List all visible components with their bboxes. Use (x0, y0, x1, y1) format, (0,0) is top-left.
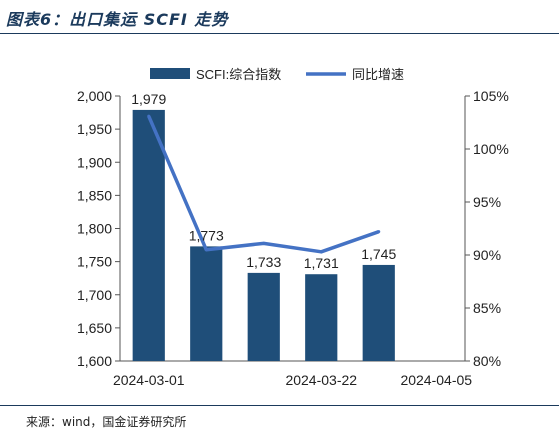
bar-value-label: 1,733 (246, 254, 281, 270)
right-tick-label: 95% (473, 194, 501, 210)
line-point-yoy (262, 241, 266, 245)
left-tick-label: 1,700 (77, 287, 112, 303)
bar-series (132, 109, 395, 361)
bar-value-label: 1,979 (131, 91, 166, 107)
x-tick-label: 2024-03-01 (113, 372, 185, 388)
left-tick-label: 1,950 (77, 121, 112, 137)
x-tick-label: 2024-03-22 (285, 372, 357, 388)
line-point-yoy (377, 230, 381, 234)
chart-axes: 1,600 1,650 1,700 1,750 1,800 1,850 1,900 1,950… (77, 88, 509, 388)
right-tick-label: 80% (473, 353, 501, 369)
line-point-yoy (204, 248, 208, 252)
data-labels: 1,979 1,773 1,733 1,731 1,745 (131, 91, 396, 271)
left-tick-label: 1,750 (77, 254, 112, 270)
bar-scfi (132, 109, 165, 361)
left-tick-label: 1,850 (77, 187, 112, 203)
bar-scfi (247, 272, 280, 361)
bar-value-label: 1,731 (304, 255, 339, 271)
bar-scfi (305, 274, 338, 361)
right-tick-label: 105% (473, 88, 509, 104)
right-tick-label: 85% (473, 300, 501, 316)
left-tick-label: 2,000 (77, 88, 112, 104)
figure-title: 图表6：出口集运 SCFI 走势 (6, 10, 229, 29)
line-point-yoy (147, 114, 151, 118)
source-note: 来源：wind，国金证券研究所 (26, 415, 187, 429)
legend-label-yoy: 同比增速 (352, 67, 404, 82)
bar-scfi (362, 264, 395, 361)
left-tick-label: 1,900 (77, 154, 112, 170)
top-rule (0, 33, 559, 34)
bar-value-label: 1,773 (189, 227, 224, 243)
line-yoy (147, 115, 380, 254)
right-tick-label: 90% (473, 247, 501, 263)
bottom-rule (0, 405, 559, 406)
left-tick-label: 1,650 (77, 320, 112, 336)
right-tick-label: 100% (473, 141, 509, 157)
left-tick-label: 1,600 (77, 353, 112, 369)
legend-swatch-scfi (150, 68, 190, 79)
bar-scfi (190, 246, 223, 361)
legend-label-scfi: SCFI:综合指数 (196, 67, 281, 82)
bar-value-label: 1,745 (361, 246, 396, 262)
x-tick-label: 2024-04-05 (400, 372, 472, 388)
line-series (147, 114, 381, 254)
chart-legend: SCFI:综合指数 同比增速 (150, 67, 404, 82)
line-point-yoy (319, 250, 323, 254)
left-tick-label: 1,800 (77, 221, 112, 237)
